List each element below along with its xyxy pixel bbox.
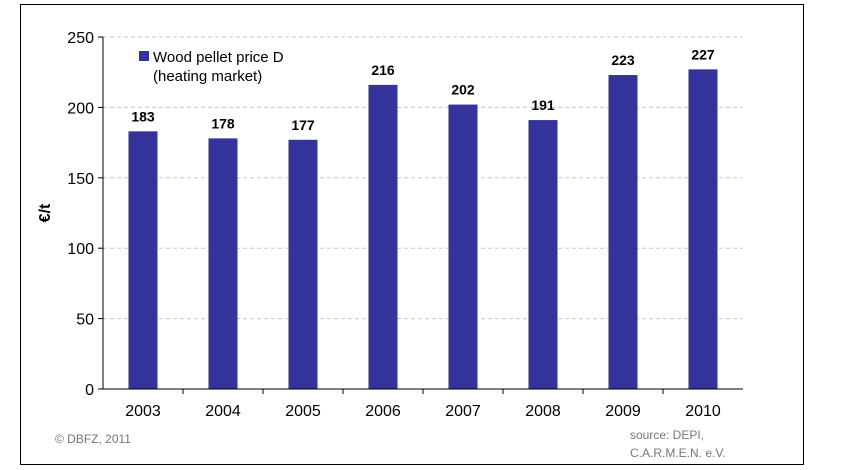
data-label: 191 xyxy=(531,97,555,113)
copyright-note: © DBFZ, 2011 xyxy=(55,432,131,446)
bar xyxy=(288,139,318,389)
gridlines xyxy=(98,36,743,394)
x-tick-label: 2004 xyxy=(205,403,241,420)
x-tick-label: 2003 xyxy=(125,403,161,420)
y-tick-label: 0 xyxy=(85,382,94,399)
bar xyxy=(608,75,638,390)
chart-frame xyxy=(20,4,804,465)
bar xyxy=(528,120,558,390)
data-label: 202 xyxy=(451,82,475,98)
data-label: 183 xyxy=(131,108,155,124)
y-tick-label: 250 xyxy=(67,30,94,47)
data-label: 216 xyxy=(371,62,395,78)
y-tick-label: 100 xyxy=(67,241,94,258)
legend: Wood pellet price D (heating market) xyxy=(139,49,284,85)
axes xyxy=(102,37,743,390)
bar xyxy=(208,138,238,389)
y-tick-label: 200 xyxy=(67,100,94,117)
x-tick-label: 2010 xyxy=(685,403,721,420)
bar xyxy=(688,69,718,389)
legend-label-line1: Wood pellet price D xyxy=(153,49,284,66)
legend-swatch xyxy=(139,51,149,61)
x-tick-label: 2008 xyxy=(525,403,561,420)
source-note-line1: source: DEPI, xyxy=(630,428,705,442)
x-tick-label: 2006 xyxy=(365,403,401,420)
y-tick-label: 150 xyxy=(67,171,94,188)
data-label: 178 xyxy=(211,115,235,131)
y-axis-label: €/t xyxy=(37,203,54,222)
source-note-line2: C.A.R.M.E.N. e.V. xyxy=(630,446,726,460)
x-tick-labels: 2003 2004 2005 2006 2007 2008 2009 2010 xyxy=(125,403,721,420)
data-labels: 183 178 177 216 202 191 223 227 xyxy=(131,46,715,132)
bar xyxy=(448,104,478,390)
x-tick-label: 2005 xyxy=(285,403,321,420)
x-tick-label: 2009 xyxy=(605,403,641,420)
data-label: 227 xyxy=(691,46,715,62)
y-tick-labels: 0 50 100 150 200 250 xyxy=(67,30,94,399)
legend-label-line2: (heating market) xyxy=(153,68,262,85)
x-tick-label: 2007 xyxy=(445,403,481,420)
data-label: 177 xyxy=(291,117,315,133)
y-tick-label: 50 xyxy=(76,312,94,329)
bar xyxy=(128,131,158,389)
data-label: 223 xyxy=(611,52,635,68)
bar xyxy=(368,84,398,389)
bars xyxy=(128,69,718,390)
